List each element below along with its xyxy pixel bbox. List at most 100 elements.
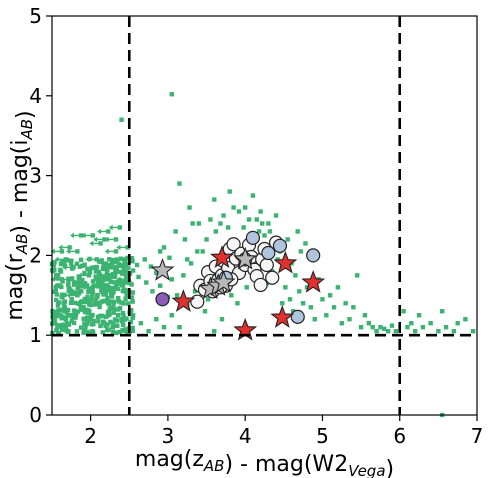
upper-limit-arrowhead: [54, 256, 59, 263]
data-point: [97, 304, 102, 310]
data-point: [113, 249, 119, 254]
data-point: [82, 296, 87, 302]
data-point: [111, 310, 116, 315]
data-point: [136, 274, 141, 280]
data-point: [101, 292, 106, 297]
data-point: [91, 318, 96, 324]
upper-limit-point: [108, 224, 123, 231]
circle-point: [226, 237, 241, 252]
data-point: [285, 237, 290, 242]
data-point: [154, 317, 159, 322]
data-point: [65, 313, 71, 318]
star-point: [210, 245, 234, 268]
data-point: [78, 257, 84, 263]
plot-marks: [49, 92, 476, 418]
data-point: [122, 317, 127, 322]
data-point: [177, 181, 182, 186]
data-point: [420, 325, 426, 330]
data-point: [118, 256, 123, 261]
data-point: [412, 329, 418, 334]
data-point: [82, 321, 87, 327]
data-point: [90, 290, 96, 295]
data-point: [142, 257, 147, 262]
data-point: [266, 221, 271, 226]
data-point: [451, 329, 457, 334]
upper-limit-point: [112, 256, 126, 263]
data-point: [185, 257, 190, 262]
data-point: [358, 325, 364, 330]
data-point: [104, 276, 109, 282]
data-point: [101, 298, 107, 304]
data-point: [59, 284, 64, 290]
data-point: [86, 273, 92, 278]
upper-limit-arrowhead: [104, 248, 109, 255]
data-point: [63, 317, 69, 322]
data-point: [303, 241, 308, 246]
data-point: [366, 321, 372, 326]
data-point: [66, 322, 72, 327]
data-point: [401, 309, 406, 314]
data-point: [86, 289, 91, 294]
circle-point: [155, 292, 170, 307]
data-point: [96, 259, 102, 264]
circle-point: [306, 248, 321, 263]
data-point: [106, 229, 111, 234]
data-point: [109, 289, 115, 294]
data-point: [117, 329, 122, 335]
data-point: [389, 323, 395, 328]
data-point: [405, 325, 410, 330]
data-point: [102, 237, 107, 242]
data-point: [104, 272, 109, 278]
data-point: [107, 306, 112, 312]
data-point: [85, 294, 90, 299]
data-point: [77, 264, 83, 269]
data-point: [115, 313, 121, 318]
data-point: [59, 327, 65, 332]
upper-limit-point: [66, 248, 80, 255]
data-point: [100, 330, 106, 335]
x-tick-label: 5: [316, 424, 329, 448]
data-point: [64, 310, 69, 315]
data-point: [320, 297, 325, 302]
data-point: [124, 272, 130, 277]
y-tick-label: 0: [29, 403, 42, 427]
data-point: [121, 266, 126, 271]
series-5: [171, 245, 326, 341]
data-point: [157, 249, 163, 254]
data-point: [125, 277, 130, 282]
data-point: [53, 313, 58, 319]
star-point: [301, 269, 326, 293]
upper-limit-point: [70, 288, 84, 295]
series-0: [82, 92, 476, 418]
upper-limit-arrowhead: [116, 244, 121, 251]
data-point: [96, 319, 101, 324]
data-point: [55, 303, 61, 308]
data-point: [126, 265, 131, 270]
data-point: [75, 309, 80, 314]
data-point: [95, 279, 101, 285]
data-point: [86, 318, 91, 324]
upper-limit-arrowhead: [73, 280, 78, 287]
data-point: [55, 283, 60, 288]
data-point: [123, 296, 128, 302]
data-point: [88, 317, 94, 322]
data-point: [52, 289, 57, 294]
data-point: [200, 249, 205, 254]
data-point: [339, 321, 344, 326]
data-point: [100, 281, 105, 287]
upper-limit-point: [62, 264, 76, 271]
data-point: [108, 299, 114, 304]
data-point: [280, 301, 285, 306]
data-point: [138, 321, 144, 326]
upper-limit-point: [58, 244, 72, 251]
data-point: [105, 327, 110, 333]
data-point: [115, 286, 121, 291]
data-point: [347, 317, 352, 322]
data-point: [88, 297, 94, 303]
data-point: [262, 233, 267, 238]
data-point: [109, 292, 114, 297]
data-point: [99, 278, 105, 284]
data-point: [205, 297, 211, 302]
data-point: [114, 264, 119, 270]
circle-point: [259, 257, 274, 273]
